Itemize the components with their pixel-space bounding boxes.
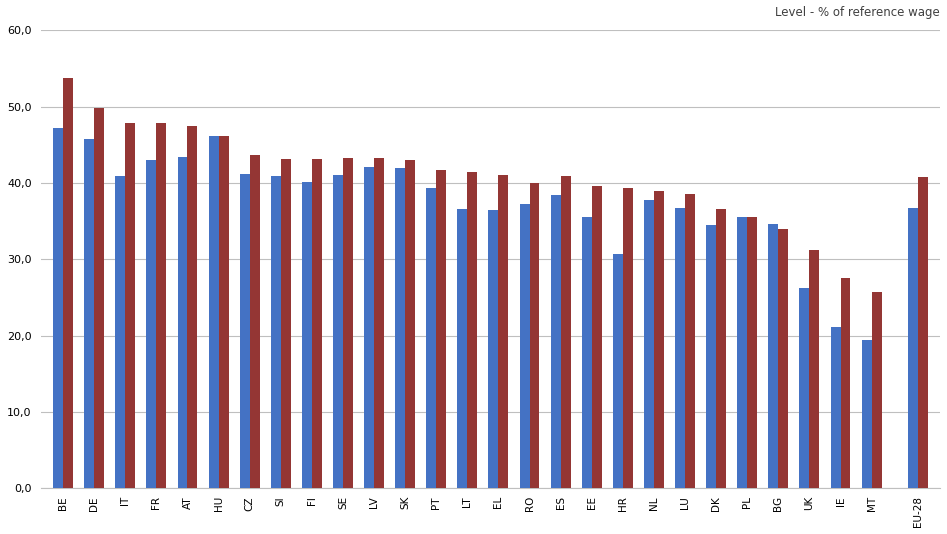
Bar: [333, 175, 343, 489]
Bar: [581, 217, 592, 489]
Bar: [520, 203, 529, 489]
Bar: [908, 208, 919, 489]
Bar: [437, 170, 446, 489]
Bar: [374, 158, 384, 489]
Bar: [53, 128, 63, 489]
Bar: [799, 288, 810, 489]
Bar: [426, 189, 437, 489]
Bar: [271, 176, 280, 489]
Bar: [871, 292, 882, 489]
Bar: [312, 159, 322, 489]
Bar: [395, 168, 405, 489]
Bar: [644, 200, 654, 489]
Bar: [177, 157, 188, 489]
Bar: [810, 250, 819, 489]
Bar: [706, 225, 716, 489]
Bar: [768, 224, 778, 489]
Bar: [685, 194, 695, 489]
Bar: [147, 160, 156, 489]
Bar: [302, 182, 312, 489]
Bar: [405, 160, 415, 489]
Bar: [592, 186, 601, 489]
Bar: [561, 176, 571, 489]
Bar: [188, 125, 197, 489]
Bar: [831, 327, 841, 489]
Bar: [219, 136, 228, 489]
Bar: [613, 254, 623, 489]
Bar: [208, 136, 219, 489]
Bar: [551, 195, 561, 489]
Bar: [468, 171, 477, 489]
Bar: [156, 123, 167, 489]
Bar: [623, 189, 633, 489]
Bar: [84, 139, 94, 489]
Bar: [654, 191, 664, 489]
Bar: [457, 209, 468, 489]
Bar: [675, 208, 685, 489]
Bar: [343, 158, 353, 489]
Bar: [529, 183, 540, 489]
Bar: [498, 175, 509, 489]
Bar: [125, 123, 135, 489]
Bar: [94, 108, 104, 489]
Bar: [116, 176, 125, 489]
Bar: [862, 340, 871, 489]
Bar: [919, 177, 928, 489]
Bar: [738, 217, 747, 489]
Bar: [240, 174, 250, 489]
Bar: [489, 210, 498, 489]
Bar: [250, 155, 259, 489]
Bar: [280, 159, 291, 489]
Bar: [364, 167, 374, 489]
Bar: [841, 278, 850, 489]
Bar: [63, 78, 73, 489]
Bar: [778, 229, 788, 489]
Text: Level - % of reference wage: Level - % of reference wage: [776, 6, 940, 19]
Bar: [716, 209, 726, 489]
Bar: [747, 217, 758, 489]
